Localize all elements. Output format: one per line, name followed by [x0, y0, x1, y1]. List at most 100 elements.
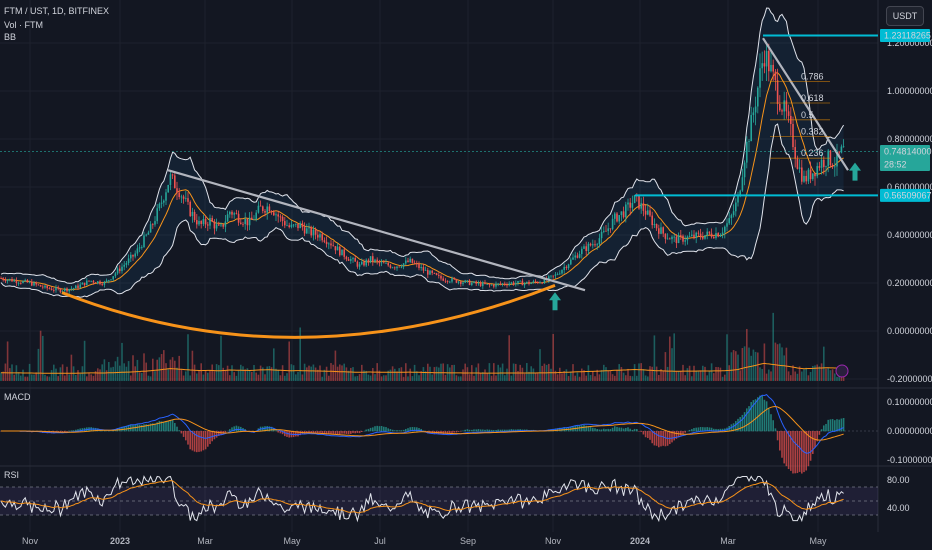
candle-body — [185, 198, 187, 199]
candle-body — [816, 166, 818, 177]
volume-bar — [350, 367, 352, 381]
candle-body — [94, 282, 97, 284]
volume-bar — [279, 375, 282, 381]
candle-body — [717, 233, 719, 237]
candle-body — [347, 259, 350, 261]
volume-bar — [105, 370, 108, 381]
volume-bar — [827, 368, 829, 381]
volume-bar — [191, 350, 194, 381]
volume-bar — [4, 363, 7, 381]
volume-bar — [37, 348, 40, 381]
volume-bar — [774, 342, 777, 381]
macd-histogram-bar — [787, 431, 790, 470]
volume-bar — [380, 376, 383, 381]
candle-body — [48, 288, 51, 289]
volume-bar — [343, 363, 345, 381]
candle-body — [706, 231, 708, 236]
volume-bar — [677, 371, 680, 381]
volume-bar — [198, 370, 200, 381]
volume-bar — [565, 369, 568, 381]
macd-histogram-bar — [658, 431, 660, 448]
candle-body — [336, 246, 339, 251]
macd-histogram-bar — [237, 426, 240, 432]
bb-legend[interactable]: BB — [4, 32, 17, 42]
volume-bar — [737, 354, 739, 381]
macd-histogram-bar — [642, 431, 645, 435]
macd-histogram-bar — [688, 429, 691, 432]
macd-histogram-bar — [79, 428, 81, 432]
volume-bar — [178, 355, 180, 381]
macd-legend[interactable]: MACD — [4, 392, 31, 402]
macd-histogram-bar — [394, 430, 396, 432]
volume-bar — [501, 363, 504, 381]
macd-histogram-bar — [160, 421, 163, 432]
candle-body — [567, 264, 570, 268]
volume-bar — [26, 376, 29, 381]
price-tick-label: 0.60000000 — [887, 182, 932, 192]
candle-body — [284, 221, 286, 226]
macd-histogram-bar — [343, 431, 345, 434]
candle-body — [565, 266, 568, 268]
macd-histogram-bar — [396, 430, 398, 432]
candle-body — [68, 288, 70, 292]
macd-histogram-bar — [471, 429, 473, 432]
volume-bar — [671, 348, 673, 381]
volume-bar — [422, 367, 425, 381]
macd-histogram-bar — [812, 431, 814, 454]
candle-body — [534, 281, 537, 283]
candle-body — [383, 262, 385, 264]
macd-histogram-bar — [422, 430, 425, 432]
candle-body — [136, 248, 139, 254]
volume-bar — [385, 375, 387, 381]
candle-body — [240, 222, 242, 224]
volume-bar — [411, 376, 414, 381]
candle-body — [497, 283, 499, 285]
macd-histogram-bar — [374, 426, 376, 432]
macd-histogram-bar — [376, 425, 378, 432]
candle-body — [233, 213, 235, 215]
volume-bar — [328, 375, 330, 381]
volume-bar — [781, 347, 783, 381]
rsi-legend[interactable]: RSI — [4, 470, 20, 480]
volume-legend[interactable]: Vol · FTM — [4, 20, 44, 30]
candle-body — [257, 205, 260, 213]
candle-body — [345, 256, 348, 260]
macd-histogram-bar — [416, 427, 418, 432]
candle-body — [541, 282, 543, 284]
macd-histogram-bar — [508, 429, 510, 432]
volume-bar — [748, 347, 750, 381]
volume-bar — [79, 373, 81, 381]
volume-bar — [567, 376, 570, 381]
volume-bar — [134, 366, 136, 381]
volume-bar — [288, 341, 290, 381]
volume-bar — [163, 350, 165, 381]
macd-histogram-bar — [94, 427, 97, 432]
volume-bar — [809, 371, 812, 381]
volume-bar — [24, 376, 26, 381]
candle-body — [611, 218, 614, 230]
price-label-text: 0.74814000 — [884, 146, 932, 156]
macd-histogram-bar — [664, 431, 667, 447]
volume-bar — [270, 367, 273, 381]
volume-bar — [787, 371, 790, 381]
volume-bar — [772, 312, 774, 381]
candle-body — [776, 80, 779, 104]
macd-histogram-bar — [506, 429, 508, 432]
volume-bar — [594, 376, 596, 381]
candle-body — [519, 280, 521, 282]
macd-histogram-bar — [719, 428, 722, 432]
currency-button[interactable]: USDT — [886, 6, 924, 26]
volume-bar — [490, 375, 493, 381]
macd-histogram-bar — [818, 431, 821, 435]
candle-body — [385, 262, 387, 264]
candle-body — [453, 278, 455, 280]
volume-bar — [726, 334, 728, 381]
macd-histogram-bar — [367, 428, 370, 432]
volume-bar — [240, 364, 242, 381]
candle-body — [818, 166, 821, 168]
candle-body — [387, 262, 389, 266]
symbol-legend[interactable]: FTM / UST, 1D, BITFINEX — [4, 6, 110, 16]
candle-body — [746, 141, 748, 163]
candle-body — [31, 281, 33, 286]
